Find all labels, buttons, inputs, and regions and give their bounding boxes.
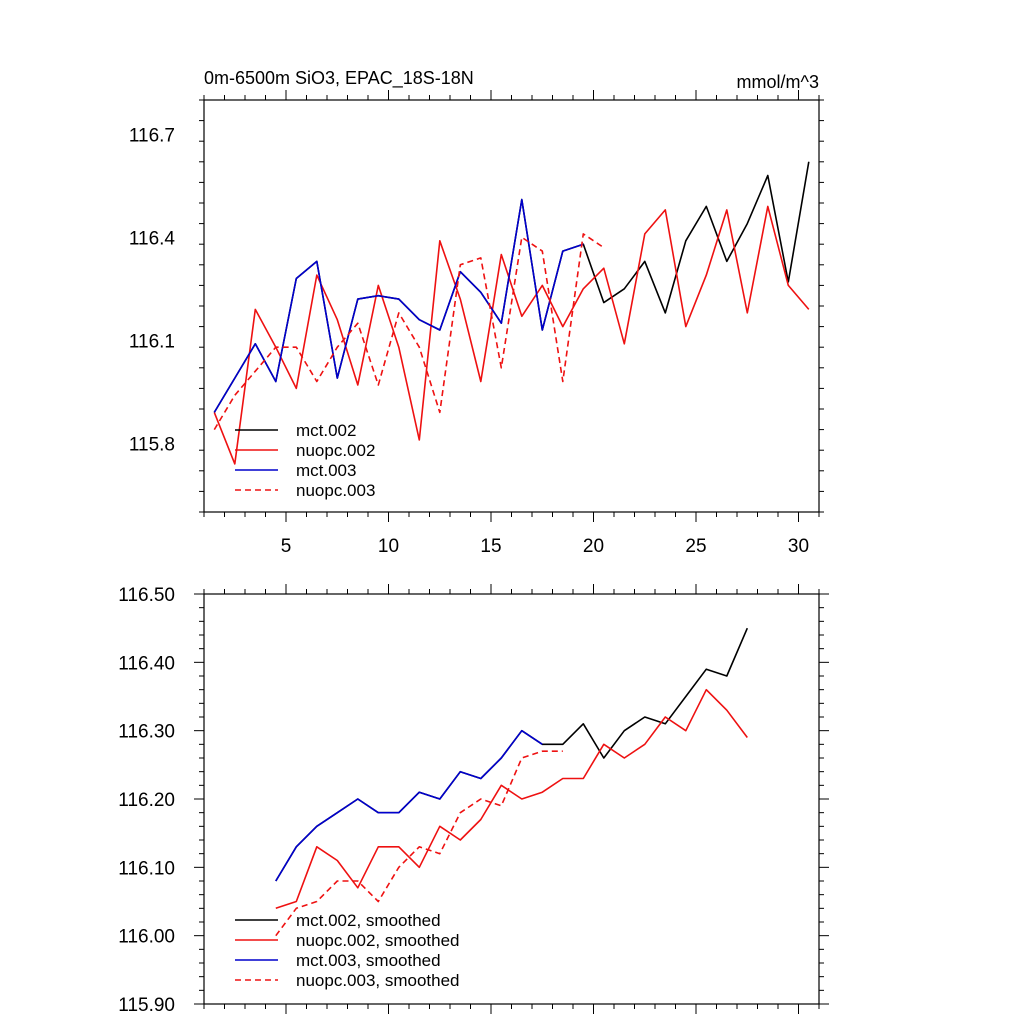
series-line-nuopc-003 [275, 750, 563, 937]
series-line-mct-003 [275, 729, 543, 882]
x-tick-label: 15 [480, 536, 501, 557]
y-tick-label: 116.30 [118, 722, 175, 743]
y-tick-label: 116.40 [118, 653, 175, 674]
y-tick-label: 115.8 [129, 434, 175, 455]
y-tick-label: 116.1 [129, 331, 175, 352]
legend-label: nuopc.002 [296, 441, 375, 460]
legend-label: mct.003, smoothed [296, 951, 441, 970]
series-line-nuopc-003 [213, 233, 605, 431]
y-tick-label: 116.7 [129, 125, 175, 146]
legend-label: nuopc.003, smoothed [296, 971, 460, 990]
legend-label: mct.003 [296, 461, 356, 480]
legend-label: nuopc.002, smoothed [296, 931, 460, 950]
series-line-mct-003 [213, 198, 584, 413]
chart-panel-1: 5 10 15 20 25 30 115.8 116.1 116.4 116.7 0m-6500m … [129, 68, 824, 557]
y-tick-label: 116.10 [118, 858, 175, 879]
series-line-mct-002 [275, 627, 749, 882]
x-tick-label: 10 [378, 536, 399, 557]
x-tick-label: 25 [685, 536, 706, 557]
series-line-nuopc-002 [275, 688, 748, 910]
legend-label: mct.002 [296, 421, 356, 440]
y-tick-label: 116.00 [118, 927, 175, 948]
y-tick-label: 115.90 [118, 995, 175, 1016]
y-tick-label: 116.50 [118, 585, 175, 606]
legend-label: mct.002, smoothed [296, 911, 441, 930]
chart-title: 0m-6500m SiO3, EPAC_18S-18N [204, 68, 474, 89]
y-tick-label: 116.20 [118, 790, 175, 811]
x-tick-label: 5 [281, 536, 292, 557]
series-line-nuopc-002 [213, 205, 810, 465]
chart-panel-2: 115.90 116.00 116.10 116.20 116.30 116.40 116.… [118, 584, 829, 1016]
units-label: mmol/m^3 [737, 72, 819, 92]
x-tick-label: 20 [583, 536, 604, 557]
legend-label: nuopc.003 [296, 481, 375, 500]
x-tick-label: 30 [788, 536, 809, 557]
y-tick-label: 116.4 [129, 228, 176, 249]
